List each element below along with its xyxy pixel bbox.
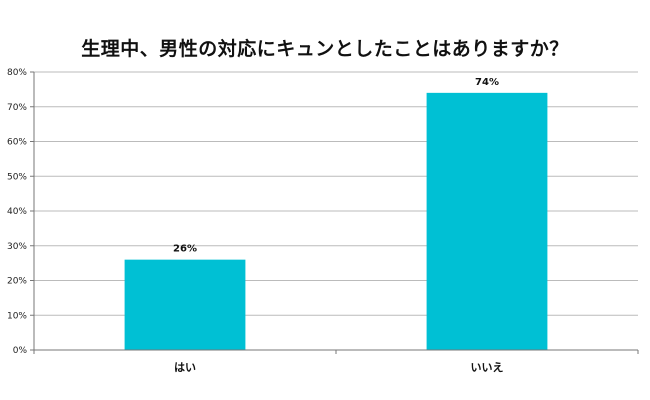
bars bbox=[124, 92, 548, 350]
y-tick-label: 10% bbox=[7, 311, 27, 321]
y-tick-label: 0% bbox=[13, 346, 28, 356]
y-tick-label: 50% bbox=[7, 172, 27, 182]
y-tick-label: 60% bbox=[7, 138, 27, 148]
x-category-label: いいえ bbox=[471, 361, 504, 374]
data-label: 26% bbox=[173, 244, 197, 255]
x-category-label: はい bbox=[174, 361, 196, 374]
y-tick-label: 80% bbox=[7, 68, 27, 78]
labels: 0% 10% 20% 30% 40% 50% 60% 70% 80% 26% はい 74% いいえ bbox=[7, 68, 504, 374]
bar bbox=[124, 259, 246, 350]
axes bbox=[30, 71, 639, 354]
y-tick-label: 40% bbox=[7, 207, 27, 217]
bar bbox=[426, 92, 548, 350]
chart-title: 生理中、男性の対応にキュンとしたことはありますか？ bbox=[81, 38, 569, 60]
data-label: 74% bbox=[475, 77, 499, 88]
y-tick-label: 30% bbox=[7, 242, 27, 252]
y-tick-label: 70% bbox=[7, 103, 27, 113]
y-tick-label: 20% bbox=[7, 277, 27, 287]
